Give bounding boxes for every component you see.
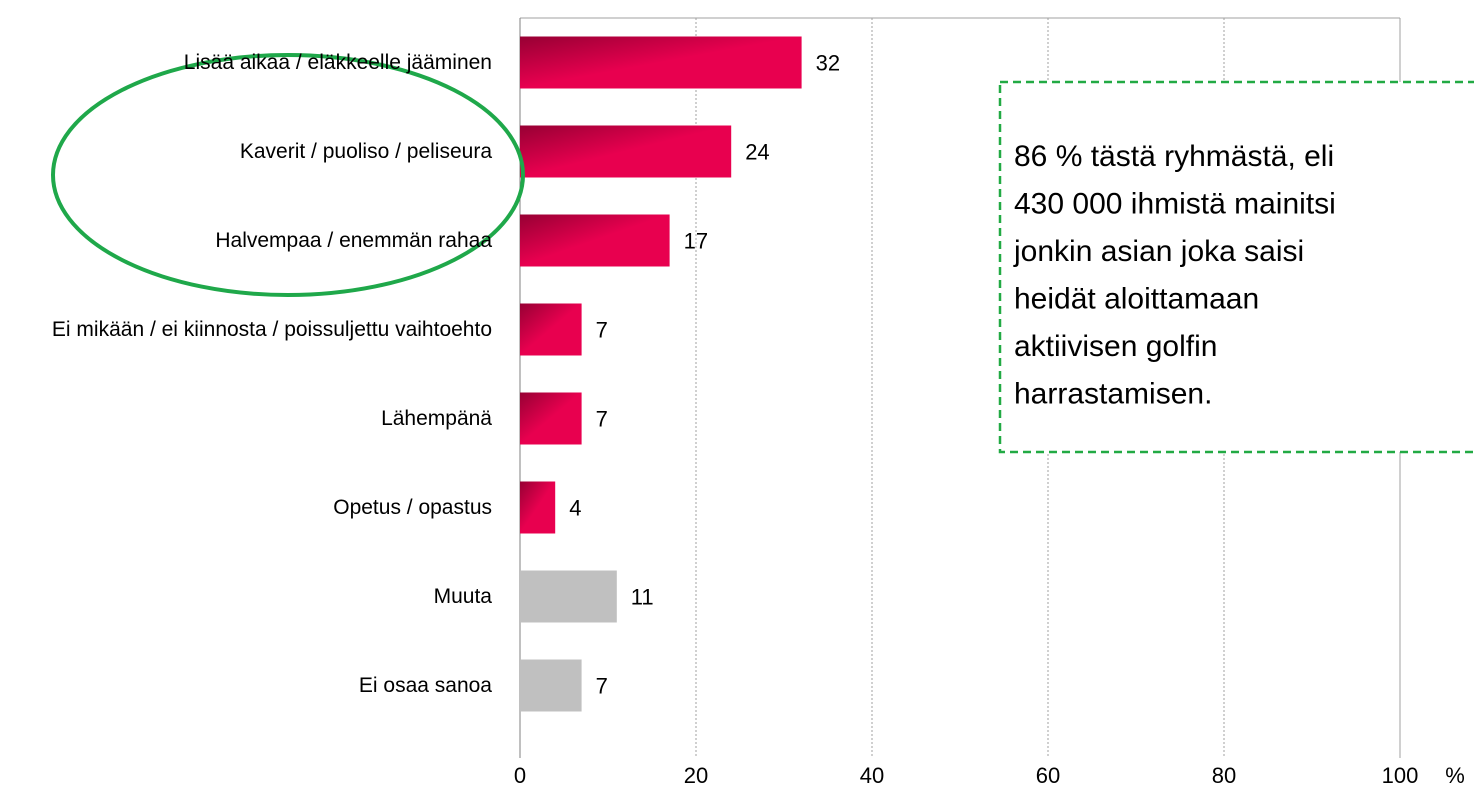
- bar-shade: [520, 392, 582, 445]
- x-tick-label: 0: [514, 763, 526, 786]
- y-tick-label: Ei mikään / ei kiinnosta / poissuljettu …: [51, 317, 492, 341]
- annotation-line: heidät aloittamaan: [1014, 282, 1259, 315]
- bar: [520, 570, 617, 623]
- y-tick-label: Lähempänä: [381, 406, 492, 430]
- y-tick-label: Ei osaa sanoa: [358, 673, 492, 697]
- data-label: 24: [745, 139, 769, 164]
- annotation-line: jonkin asian joka saisi: [1013, 235, 1304, 268]
- bar-shade: [520, 36, 802, 89]
- bar-shade: [520, 481, 556, 534]
- annotation-line: aktiivisen golfin: [1014, 330, 1217, 363]
- x-tick-label: 100: [1382, 763, 1419, 786]
- highlight-ellipse: [51, 53, 525, 297]
- bar-shade: [520, 303, 582, 356]
- bar: [520, 659, 582, 712]
- x-axis-unit: %: [1445, 763, 1465, 786]
- annotation: 86 % tästä ryhmästä, eli 430 000 ihmistä …: [1013, 140, 1336, 411]
- y-tick-label: Halvempaa / enemmän rahaa: [215, 228, 492, 252]
- y-tick-label: Kaverit / puoliso / peliseura: [239, 139, 492, 163]
- bar-shade: [520, 214, 670, 267]
- x-tick-label: 40: [860, 763, 884, 786]
- y-tick-label: Opetus / opastus: [333, 495, 492, 519]
- x-tick-label: 20: [684, 763, 708, 786]
- y-tick-label: Lisää aikaa / eläkkeelle jääminen: [183, 50, 492, 74]
- annotation-line: 430 000 ihmistä mainitsi: [1014, 187, 1336, 220]
- annotation-box: [998, 80, 1474, 454]
- data-label: 11: [631, 584, 654, 609]
- bars: 32 24 17 7 7 4 11 7: [520, 36, 840, 712]
- annotation-line: harrastamisen.: [1014, 377, 1212, 410]
- bar-shade: [520, 125, 732, 178]
- data-label: 7: [596, 406, 608, 431]
- annotation-line: 86 % tästä ryhmästä, eli: [1014, 140, 1334, 173]
- y-tick-label: Muuta: [433, 584, 492, 608]
- data-label: 7: [596, 673, 608, 698]
- x-tick-label: 80: [1212, 763, 1236, 786]
- x-tick-label: 60: [1036, 763, 1060, 786]
- data-label: 4: [569, 495, 581, 520]
- data-label: 32: [816, 50, 840, 75]
- data-label: 7: [596, 317, 608, 342]
- data-label: 17: [684, 228, 708, 253]
